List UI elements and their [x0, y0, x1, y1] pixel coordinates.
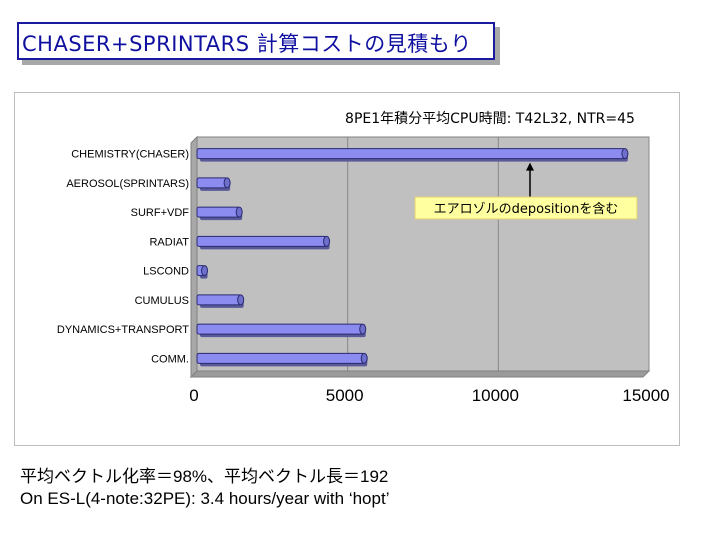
y-category-label: CUMULUS — [135, 295, 189, 307]
annotation-arrowhead — [526, 162, 534, 171]
bar-surf-vdf — [196, 206, 240, 218]
bar-cap — [360, 352, 368, 364]
y-category-label: SURF+VDF — [131, 207, 190, 219]
y-category-label: RADIAT — [149, 236, 189, 248]
slide-title: CHASER+SPRINTARS 計算コストの見積もり — [22, 32, 472, 56]
x-tick-label: 0 — [189, 386, 198, 405]
x-tick-label: 10000 — [472, 386, 519, 405]
bar-comm- — [196, 352, 365, 364]
bar-cap — [201, 265, 209, 277]
bar-chart: 0 5000 10000 15000 8PE1年積分平均CPU時間: T42L32, N… — [57, 111, 670, 405]
vectorization-stats: 平均ベクトル化率＝98%、平均ベクトル長＝192 — [20, 467, 389, 486]
bar-radiat — [196, 235, 328, 247]
bar-aerosol-sprintars- — [196, 177, 228, 189]
plot-side-wall — [190, 135, 198, 379]
y-category-label: DYNAMICS+TRANSPORT — [57, 324, 189, 336]
plot-floor — [189, 370, 651, 378]
annotation-text: エアロゾルのdepositionを含む — [434, 201, 619, 217]
y-category-label: LSCOND — [143, 266, 189, 278]
bar-cap — [223, 177, 231, 189]
y-category-label: CHEMISTRY(CHASER) — [71, 149, 189, 161]
bar-chemistry-chaser- — [196, 148, 626, 160]
bar-cap — [323, 235, 331, 247]
y-category-label: COMM. — [151, 353, 189, 365]
x-tick-label: 5000 — [326, 386, 364, 405]
bar-cap — [235, 206, 243, 218]
slide-title-box — [17, 22, 495, 60]
chart-title: 8PE1年積分平均CPU時間: T42L32, NTR=45 — [345, 111, 635, 127]
chart-frame: 0 5000 10000 15000 8PE1年積分平均CPU時間: T42L32, N… — [14, 92, 680, 446]
x-tick-label: 15000 — [622, 386, 669, 405]
es-runtime-note: On ES-L(4-note:32PE): 3.4 hours/year wit… — [20, 489, 390, 508]
bar-cumulus — [196, 294, 242, 306]
annotation-box — [414, 196, 638, 220]
bar-dynamics-transport — [196, 323, 364, 335]
y-category-label: AEROSOL(SPRINTARS) — [66, 178, 189, 190]
bar-cap — [237, 294, 245, 306]
bar-cap — [621, 148, 629, 160]
bar-cap — [359, 323, 367, 335]
